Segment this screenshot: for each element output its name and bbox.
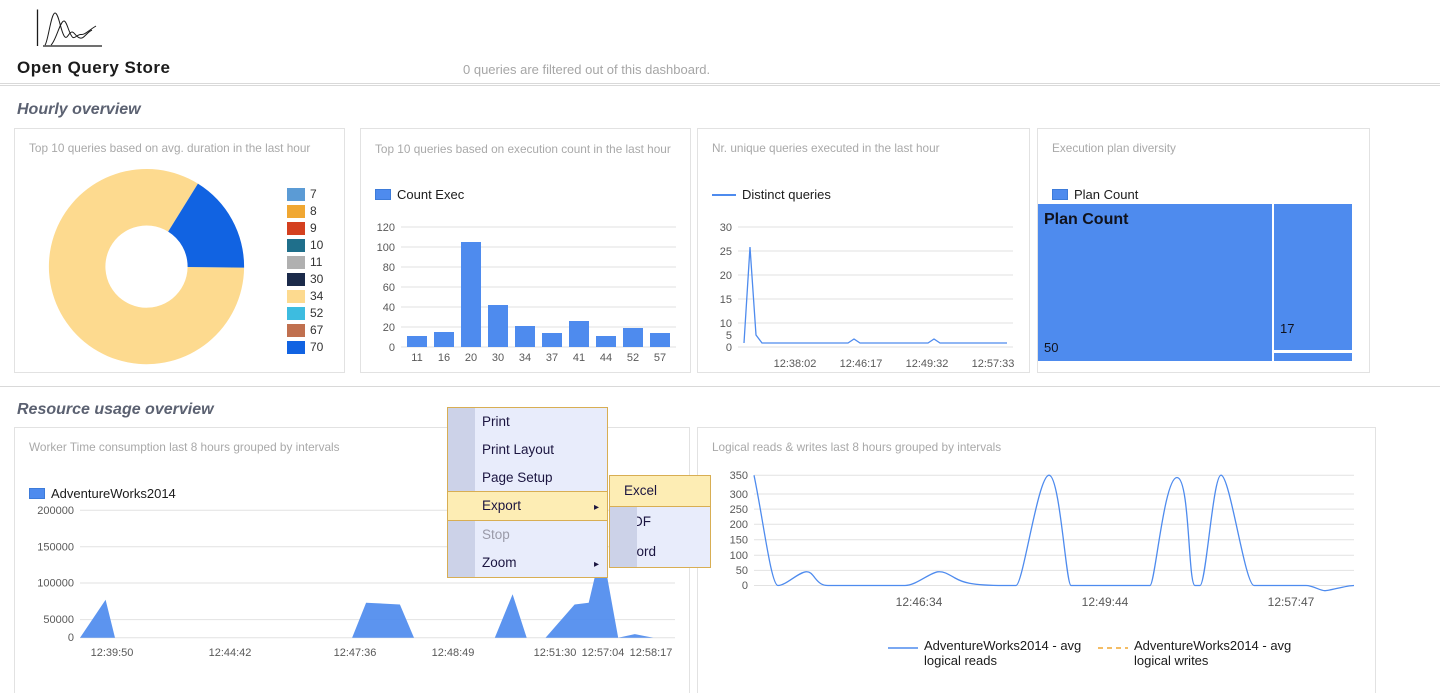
svg-text:12:51:30: 12:51:30	[534, 647, 577, 659]
svg-text:12:57:33: 12:57:33	[972, 358, 1015, 370]
svg-text:200: 200	[730, 519, 748, 531]
svg-text:12:46:17: 12:46:17	[840, 358, 883, 370]
svg-text:50000: 50000	[43, 614, 74, 626]
svg-text:12:46:34: 12:46:34	[896, 595, 943, 609]
svg-text:0: 0	[389, 342, 395, 354]
svg-text:57: 57	[654, 352, 666, 364]
svg-text:50: 50	[736, 565, 748, 577]
svg-text:12:38:02: 12:38:02	[774, 358, 817, 370]
svg-text:52: 52	[627, 352, 639, 364]
svg-text:5: 5	[726, 330, 732, 342]
svg-text:12:49:44: 12:49:44	[1082, 595, 1129, 609]
svg-text:300: 300	[730, 489, 748, 501]
svg-text:250: 250	[730, 504, 748, 516]
svg-text:150000: 150000	[37, 542, 74, 554]
svg-text:350: 350	[730, 470, 748, 482]
svg-text:40: 40	[383, 302, 395, 314]
svg-text:41: 41	[573, 352, 585, 364]
svg-text:150: 150	[730, 535, 748, 547]
svg-text:10: 10	[720, 318, 732, 330]
svg-text:30: 30	[720, 222, 732, 234]
svg-text:0: 0	[726, 342, 732, 354]
svg-text:44: 44	[600, 352, 612, 364]
svg-text:0: 0	[742, 580, 748, 592]
svg-text:17: 17	[1280, 321, 1294, 336]
svg-text:34: 34	[519, 352, 531, 364]
svg-text:12:57:47: 12:57:47	[1268, 595, 1315, 609]
svg-text:100: 100	[730, 550, 748, 562]
svg-text:60: 60	[383, 282, 395, 294]
svg-text:12:47:36: 12:47:36	[334, 647, 377, 659]
svg-text:80: 80	[383, 262, 395, 274]
svg-text:200000: 200000	[37, 505, 74, 517]
svg-text:37: 37	[546, 352, 558, 364]
svg-text:20: 20	[720, 270, 732, 282]
svg-text:0: 0	[68, 632, 74, 644]
svg-text:11: 11	[411, 352, 422, 364]
svg-text:12:57:04: 12:57:04	[582, 647, 625, 659]
svg-text:50: 50	[1044, 340, 1058, 355]
svg-text:12:39:50: 12:39:50	[91, 647, 134, 659]
svg-text:25: 25	[720, 246, 732, 258]
svg-text:Plan Count: Plan Count	[1044, 211, 1129, 228]
svg-text:15: 15	[720, 294, 732, 306]
svg-text:20: 20	[465, 352, 477, 364]
svg-text:12:48:49: 12:48:49	[432, 647, 475, 659]
svg-text:100000: 100000	[37, 578, 74, 590]
svg-text:12:44:42: 12:44:42	[209, 647, 252, 659]
svg-text:100: 100	[377, 242, 395, 254]
svg-text:16: 16	[438, 352, 450, 364]
svg-text:120: 120	[377, 222, 395, 234]
svg-text:12:49:32: 12:49:32	[906, 358, 949, 370]
svg-text:12:58:17: 12:58:17	[630, 647, 673, 659]
svg-text:20: 20	[383, 322, 395, 334]
svg-text:30: 30	[492, 352, 504, 364]
